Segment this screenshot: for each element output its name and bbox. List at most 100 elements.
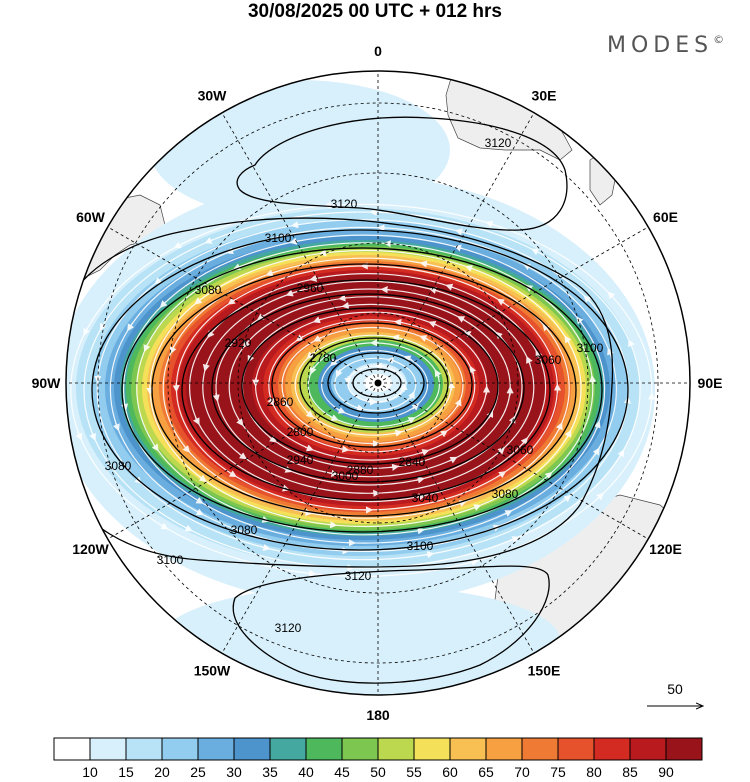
height-contours [66,116,629,684]
streamline-arrow [526,355,533,365]
streamline-arrow [193,416,200,426]
chart-title: 30/08/2025 00 UTC + 012 hrs [247,1,503,22]
streamline-arrow [121,402,129,412]
streamline-arrow [207,330,215,339]
streamline-2 [321,350,429,420]
streamline-arrow [564,429,572,439]
longitude-label: 150W [194,663,231,679]
meridian-120 [377,382,649,540]
streamline-14 [162,257,570,519]
longitude-label: 120E [649,541,682,557]
contour-label: 2840 [399,455,426,469]
contour-label-text: 2960 [297,281,324,295]
map-disc: 3120 3120 3120 3120 3100 3100 3100 3100 3080 3080… [66,71,690,695]
latitude-circle-0 [307,312,449,454]
contour-label: 3120 [485,136,512,150]
streamline-arrow [173,241,183,249]
longitude-label: 60W [76,209,106,225]
streamline-arrow [99,322,107,331]
contour-label-text: 3060 [535,353,562,367]
streamline-arrow [212,392,220,403]
streamline-arrow [464,264,474,272]
streamline-arrow [282,400,290,409]
streamline-arrow [544,471,553,480]
contour-3120-south [232,565,550,684]
streamline-arrow [583,295,592,303]
streamline-arrow [256,313,265,321]
contour-label-text: 3120 [485,136,512,150]
contour-label: 3100 [577,341,604,355]
streamline-arrow [195,497,204,504]
streamline-arrow [303,508,313,516]
streamline-arrow [198,474,207,482]
contour-label: 3060 [535,353,562,367]
contour-label: 2860 [267,395,294,409]
graticule [66,71,690,695]
streamline-18 [109,226,617,552]
streamline-arrow [328,521,338,529]
streamline-arrow [341,301,351,310]
streamline-arrow [522,263,532,271]
streamline-arrow [416,493,426,501]
brand-copyright: © [713,33,725,46]
streamline-arrow [592,447,600,456]
contour-label: 2940 [287,453,314,467]
streamline-arrow [415,527,425,535]
longitude-label: 90E [698,375,723,391]
streamline-arrow [83,327,90,336]
contour-label-text: 3080 [195,283,222,297]
streamline-arrow [411,402,420,411]
streamline-arrow [307,569,317,577]
longitude-label: 0 [374,43,382,59]
streamline-arrow [415,476,425,484]
contour-label-text: 3040 [412,491,439,505]
contour-label-text: 3060 [507,443,534,457]
streamline-arrow [449,456,458,464]
streamline-arrow [305,444,314,452]
streamline-arrow [154,277,163,285]
meridian-330 [221,112,379,384]
streamline-arrow [439,430,448,438]
contour-label-text: 3080 [231,523,258,537]
streamline-arrow [309,274,319,282]
streamline-arrow [289,237,299,245]
meridian-60 [377,226,649,384]
streamline-arrow [337,406,346,414]
contour-label-text: 3080 [105,459,132,473]
streamline-arrow [75,432,83,441]
longitude-label: 150E [528,663,561,679]
streamline-arrow [112,422,120,432]
streamline-arrow [242,340,251,349]
streamline-arrow [520,437,528,445]
contour-label: 3120 [275,621,302,635]
streamline-arrow [469,365,477,375]
streamline-arrow [306,351,315,359]
streamline-arrow [607,291,616,300]
streamline-arrow [486,409,494,419]
contour-label-text: 2840 [399,455,426,469]
meridian-300 [107,226,379,384]
streamline-arrow [290,221,301,229]
streamline-arrow [159,300,168,308]
contour-label: 3120 [331,197,358,211]
streamline-16 [136,242,594,536]
streamline-arrow [593,420,601,430]
streamline-arrow [428,286,439,294]
streamline-arrow [355,404,365,412]
contour-3120-north [236,116,568,231]
streamline-12 [189,273,547,503]
streamline-arrow [269,435,277,443]
streamline-arrow [469,558,479,566]
contour-label: 3100 [407,539,434,553]
streamline-arrow [313,335,322,342]
streamline-arrow [542,323,550,332]
longitude-label: 30W [198,87,228,103]
streamline-arrow [589,374,597,385]
contour-label-text: 2860 [267,395,294,409]
streamline-11 [202,280,535,494]
streamline-arrow [448,381,456,391]
streamline-arrow [265,269,275,277]
streamline-arrow [285,289,295,297]
streamline-arrow [160,522,169,530]
streamline-arrow [267,397,274,407]
